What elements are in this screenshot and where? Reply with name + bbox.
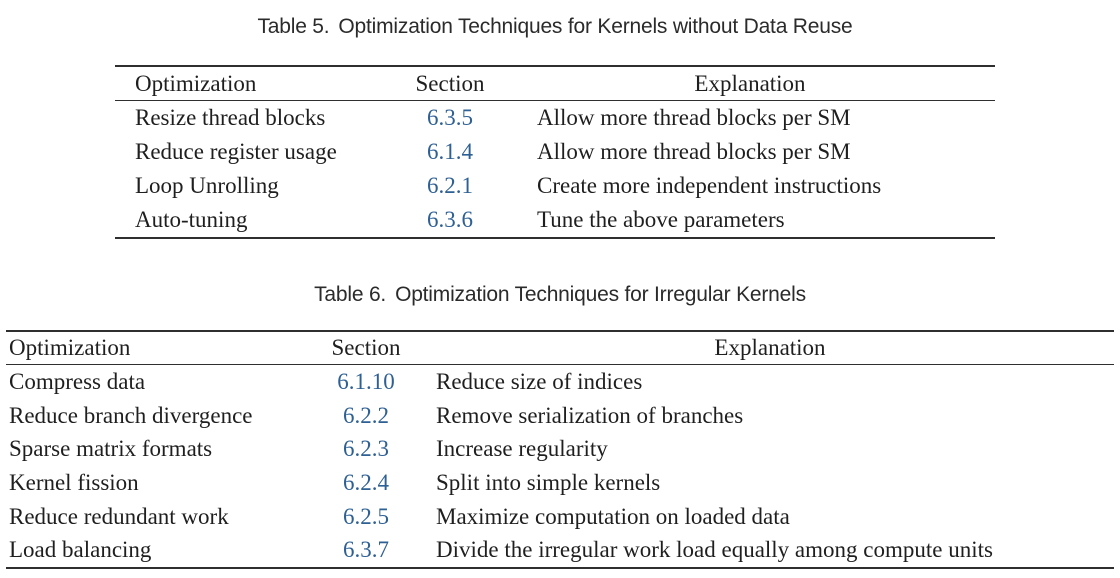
section-link[interactable]: 6.3.7 <box>343 537 389 563</box>
optimization-cell: Reduce register usage <box>135 139 337 164</box>
table6: Optimization Section Explanation Compres… <box>6 330 1114 570</box>
column-header-explanation: Explanation <box>694 70 806 96</box>
explanation-cell: Maximize computation on loaded data <box>436 503 790 529</box>
explanation-cell: Increase regularity <box>436 436 608 462</box>
column-header-optimization: Optimization <box>9 335 131 360</box>
explanation-cell: Remove serialization of branches <box>436 402 744 428</box>
table6-caption: Table 6. Optimization Techniques for Irre… <box>0 283 1120 307</box>
table6-caption-label: Table 6. <box>314 283 387 306</box>
table5: Optimization Section Explanation Resize … <box>115 65 995 239</box>
optimization-cell: Loop Unrolling <box>135 173 279 198</box>
table-row: Compress data 6.1.10 Reduce size of indi… <box>6 365 1114 399</box>
optimization-cell: Reduce redundant work <box>9 503 229 529</box>
column-header-explanation: Explanation <box>714 335 826 360</box>
section-link[interactable]: 6.2.3 <box>343 436 389 462</box>
table5-header-row: Optimization Section Explanation <box>115 67 995 101</box>
optimization-cell: Kernel fission <box>9 469 139 495</box>
table-row: Loop Unrolling 6.2.1 Create more indepen… <box>115 169 995 203</box>
table-row: Reduce register usage 6.1.4 Allow more t… <box>115 135 995 169</box>
explanation-cell: Allow more thread blocks per SM <box>537 105 851 130</box>
table6-header-row: Optimization Section Explanation <box>6 332 1114 365</box>
column-header-optimization: Optimization <box>135 70 257 96</box>
table5-caption-label: Table 5. <box>257 15 330 38</box>
table-row: Load balancing 6.3.7 Divide the irregula… <box>6 533 1114 567</box>
optimization-cell: Load balancing <box>9 537 152 563</box>
section-link[interactable]: 6.3.6 <box>427 207 473 232</box>
optimization-cell: Sparse matrix formats <box>9 436 213 462</box>
column-header-section: Section <box>331 335 401 360</box>
table-row: Auto-tuning 6.3.6 Tune the above paramet… <box>115 203 995 237</box>
table6-caption-text: Optimization Techniques for Irregular Ke… <box>395 283 806 306</box>
section-link[interactable]: 6.1.10 <box>337 368 395 394</box>
section-link[interactable]: 6.2.5 <box>343 503 389 529</box>
table5-caption: Table 5. Optimization Techniques for Kern… <box>115 15 995 39</box>
table-row: Kernel fission 6.2.4 Split into simple k… <box>6 466 1114 500</box>
column-header-section: Section <box>415 70 485 96</box>
explanation-cell: Allow more thread blocks per SM <box>537 139 851 164</box>
optimization-cell: Resize thread blocks <box>135 105 326 130</box>
explanation-cell: Tune the above parameters <box>537 207 785 232</box>
explanation-cell: Reduce size of indices <box>436 368 643 394</box>
explanation-cell: Create more independent instructions <box>537 173 882 198</box>
explanation-cell: Divide the irregular work load equally a… <box>436 537 993 563</box>
section-link[interactable]: 6.2.1 <box>427 173 473 198</box>
table-row: Resize thread blocks 6.3.5 Allow more th… <box>115 101 995 135</box>
optimization-cell: Auto-tuning <box>135 207 248 232</box>
section-link[interactable]: 6.3.5 <box>427 105 473 130</box>
table-row: Reduce branch divergence 6.2.2 Remove se… <box>6 399 1114 433</box>
optimization-cell: Reduce branch divergence <box>9 402 253 428</box>
optimization-cell: Compress data <box>9 368 146 394</box>
table5-caption-text: Optimization Techniques for Kernels with… <box>338 15 853 38</box>
explanation-cell: Split into simple kernels <box>436 469 661 495</box>
table-row: Reduce redundant work 6.2.5 Maximize com… <box>6 500 1114 534</box>
section-link[interactable]: 6.2.4 <box>343 469 389 495</box>
table-row: Sparse matrix formats 6.2.3 Increase reg… <box>6 432 1114 466</box>
section-link[interactable]: 6.1.4 <box>427 139 473 164</box>
section-link[interactable]: 6.2.2 <box>343 402 389 428</box>
